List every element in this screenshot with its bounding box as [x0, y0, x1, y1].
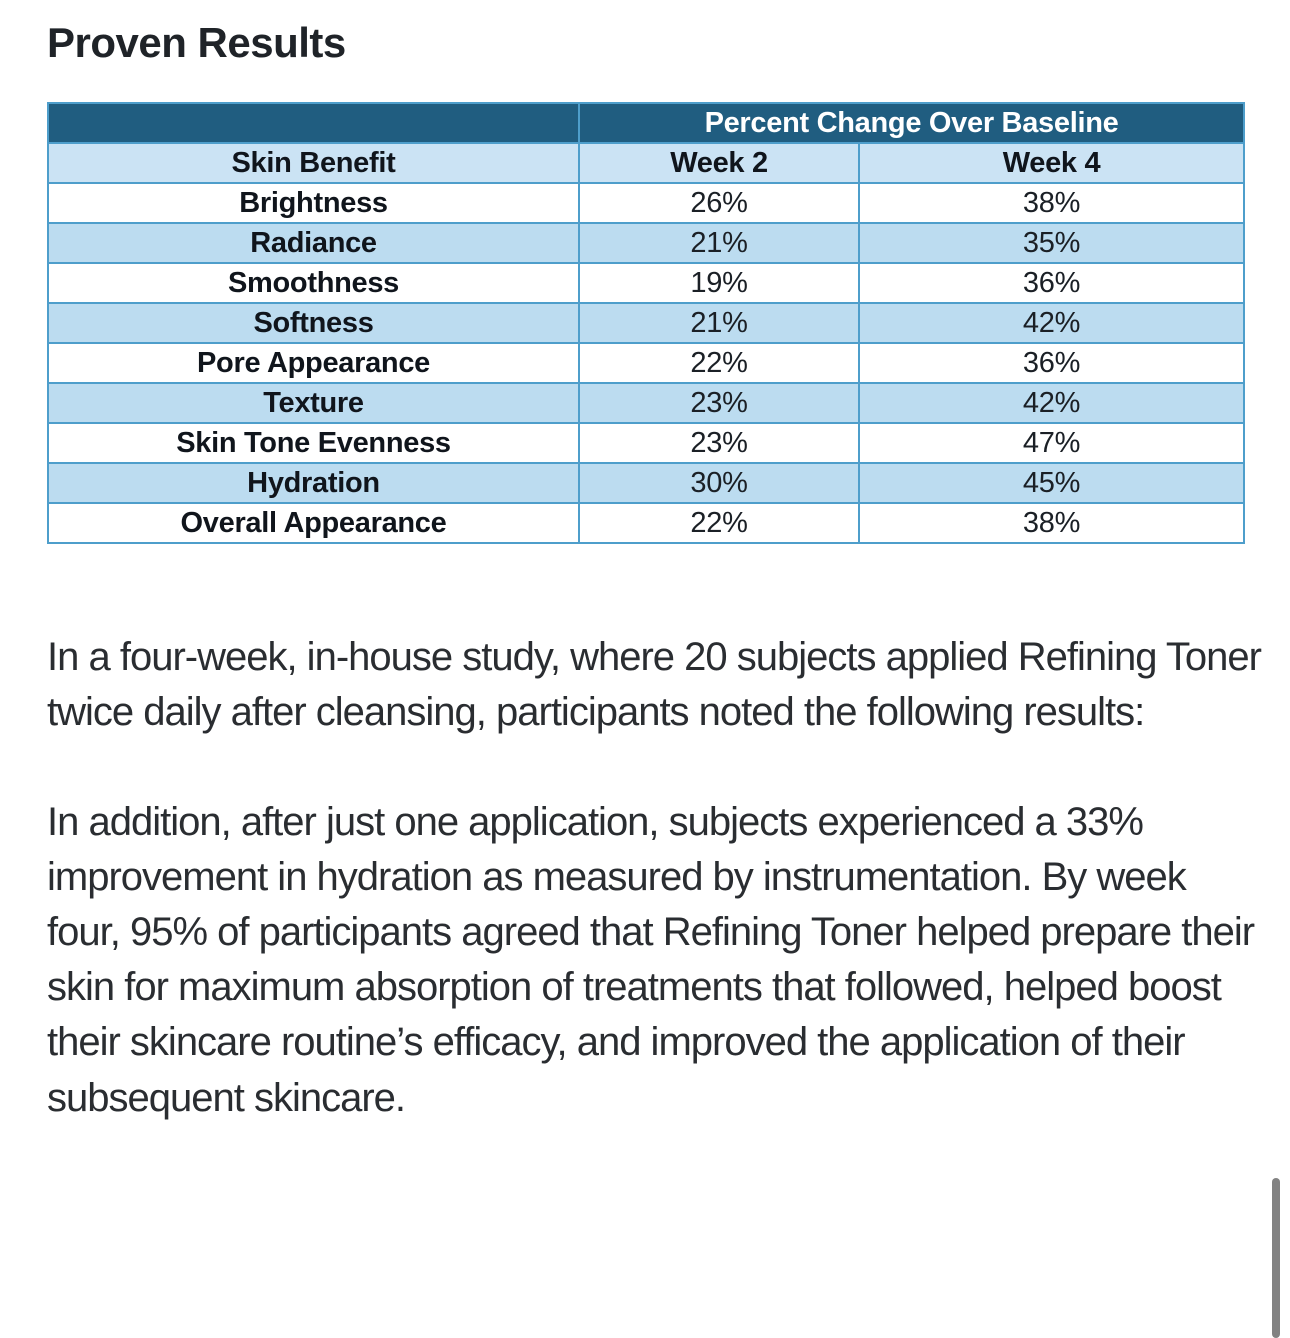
group-header-spacer-cell [47, 102, 580, 145]
table-row: Texture 23% 42% [47, 382, 1246, 425]
week-4-value-cell: 45% [857, 462, 1246, 505]
body-text: In a four-week, in-house study, where 20… [47, 630, 1262, 1126]
additional-findings-paragraph: In addition, after just one application,… [47, 799, 1255, 1120]
table-body: Brightness 26% 38% Radiance 21% 35% Smoothness… [47, 182, 1246, 545]
benefit-cell: Pore Appearance [47, 342, 580, 385]
column-header-skin-benefit: Skin Benefit [47, 142, 580, 185]
table-row: Brightness 26% 38% [47, 182, 1246, 225]
column-header-week-4: Week 4 [857, 142, 1246, 185]
column-header-row: Skin Benefit Week 2 Week 4 [47, 142, 1246, 185]
benefit-cell: Smoothness [47, 262, 580, 305]
week-2-value-cell: 22% [578, 502, 860, 545]
week-2-value-cell: 22% [578, 342, 860, 385]
benefit-cell: Radiance [47, 222, 580, 265]
benefit-cell: Overall Appearance [47, 502, 580, 545]
page-title: Proven Results [47, 19, 346, 66]
week-4-value-cell: 42% [857, 302, 1246, 345]
benefit-cell: Skin Tone Evenness [47, 422, 580, 465]
table-row: Overall Appearance 22% 38% [47, 502, 1246, 545]
week-4-value-cell: 36% [857, 342, 1246, 385]
week-4-value-cell: 38% [857, 182, 1246, 225]
week-2-value-cell: 30% [578, 462, 860, 505]
table-row: Hydration 30% 45% [47, 462, 1246, 505]
week-4-value-cell: 35% [857, 222, 1246, 265]
column-header-week-2: Week 2 [578, 142, 860, 185]
table-row: Pore Appearance 22% 36% [47, 342, 1246, 385]
table-row: Radiance 21% 35% [47, 222, 1246, 265]
study-description-paragraph: In a four-week, in-house study, where 20… [47, 635, 1262, 735]
group-header-cell: Percent Change Over Baseline [577, 102, 1246, 145]
week-4-value-cell: 47% [857, 422, 1246, 465]
week-2-value-cell: 21% [578, 222, 860, 265]
table-row: Skin Tone Evenness 23% 47% [47, 422, 1246, 465]
week-4-value-cell: 38% [857, 502, 1246, 545]
table-row: Smoothness 19% 36% [47, 262, 1246, 305]
week-4-value-cell: 42% [857, 382, 1246, 425]
week-2-value-cell: 19% [578, 262, 860, 305]
week-2-value-cell: 23% [578, 382, 860, 425]
week-4-value-cell: 36% [857, 262, 1246, 305]
table-row: Softness 21% 42% [47, 302, 1246, 345]
week-2-value-cell: 23% [578, 422, 860, 465]
benefit-cell: Softness [47, 302, 580, 345]
document-page: Proven Results Percent Change Over Basel… [47, 19, 1262, 1126]
proven-results-table: Percent Change Over Baseline Skin Benefi… [47, 102, 1246, 545]
week-2-value-cell: 21% [578, 302, 860, 345]
week-2-value-cell: 26% [578, 182, 860, 225]
benefit-cell: Brightness [47, 182, 580, 225]
group-header-row: Percent Change Over Baseline [47, 102, 1246, 145]
vertical-scrollbar-thumb[interactable] [1272, 1178, 1280, 1338]
benefit-cell: Texture [47, 382, 580, 425]
benefit-cell: Hydration [47, 462, 580, 505]
